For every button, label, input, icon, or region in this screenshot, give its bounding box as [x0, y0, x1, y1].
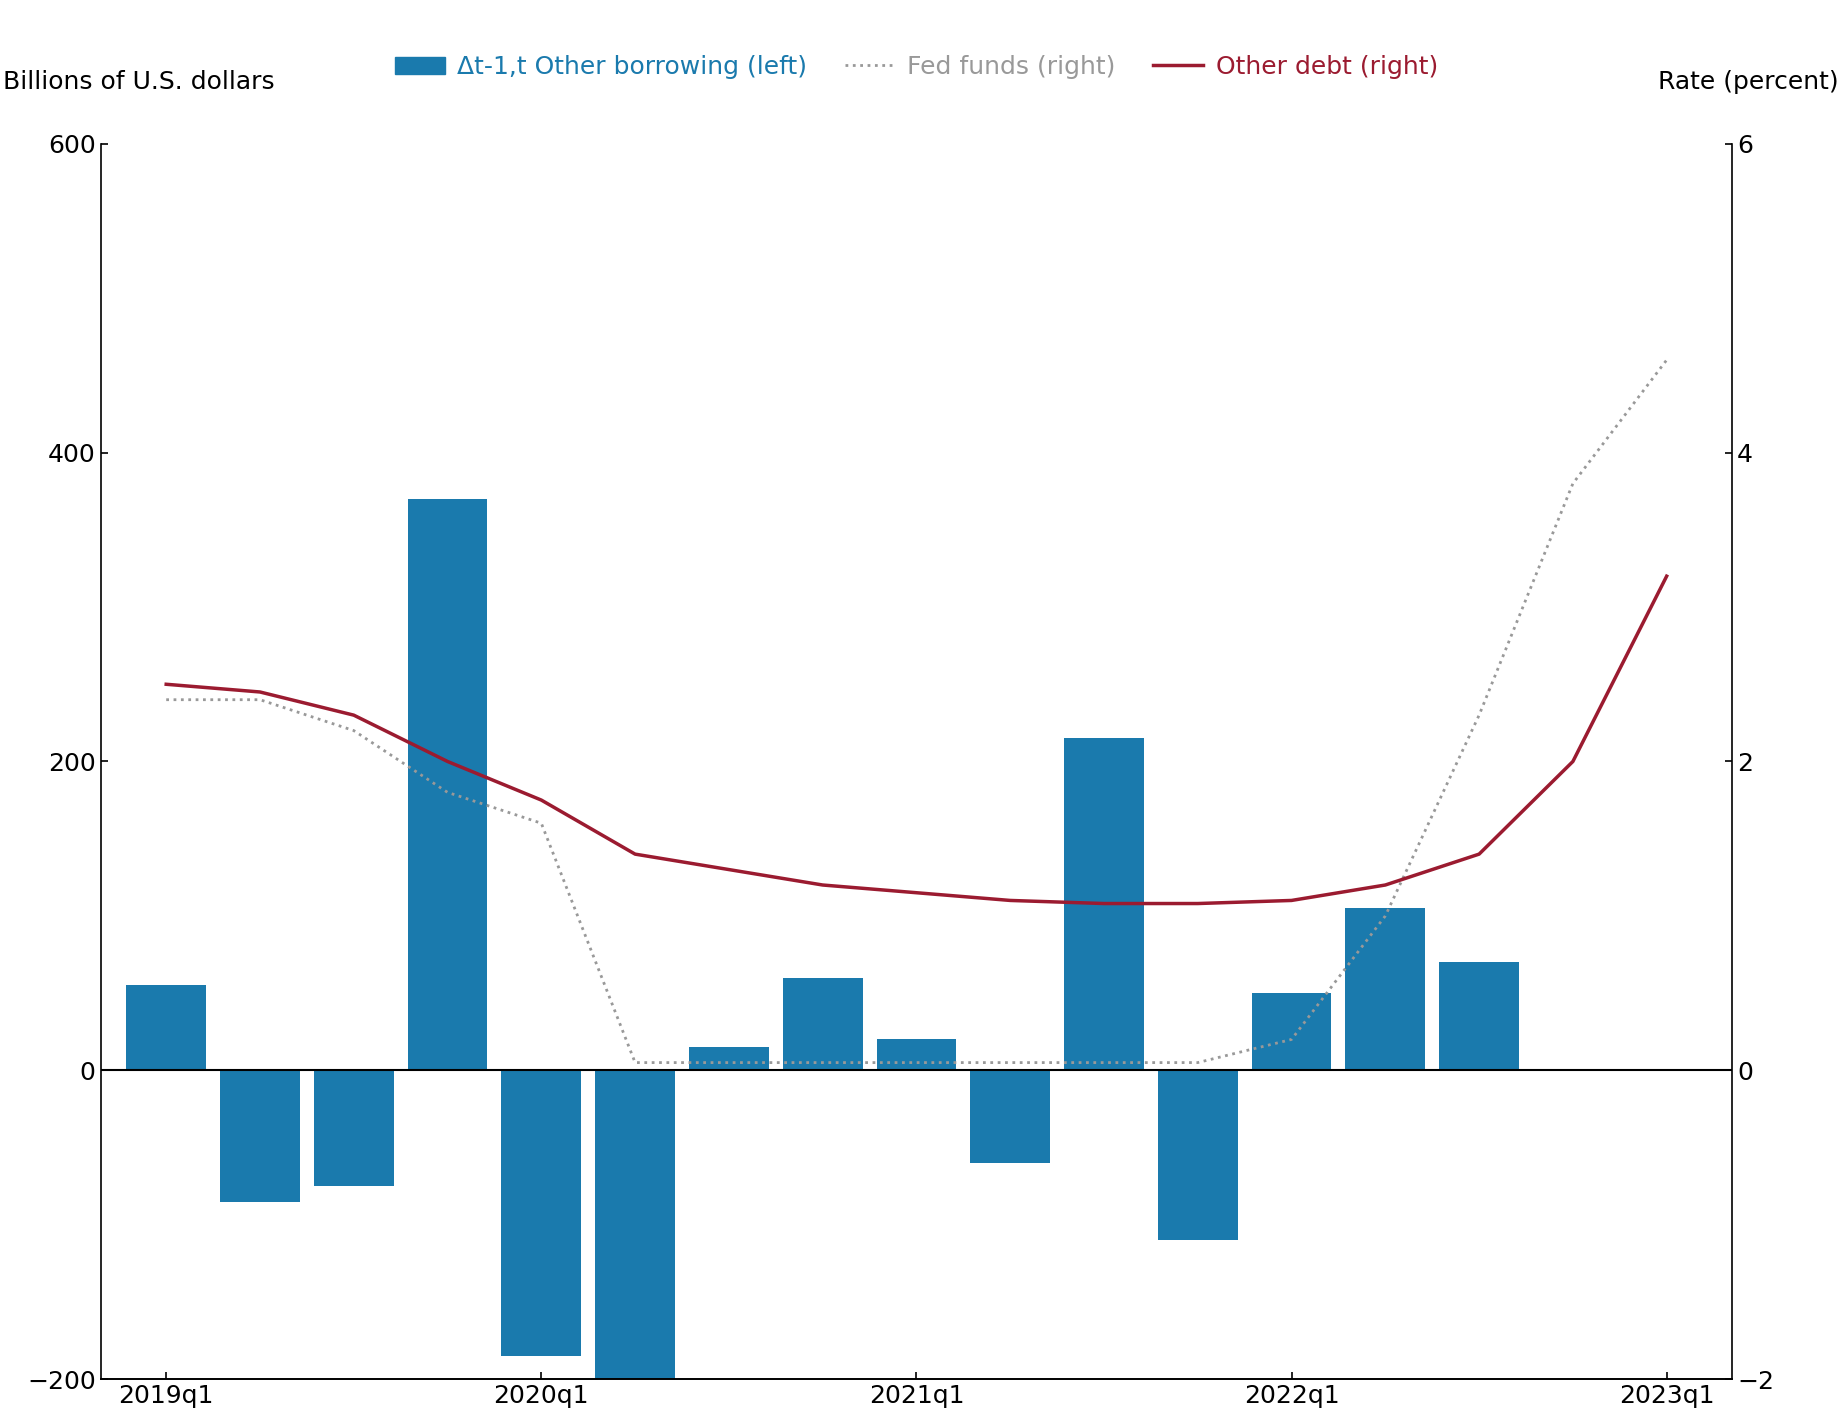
- Bar: [1344, 908, 1425, 1070]
- Bar: [1063, 739, 1144, 1070]
- Bar: [688, 1047, 769, 1070]
- Bar: [408, 499, 487, 1070]
- Legend: Δt-1,t Other borrowing (left), Fed funds (right), Other debt (right): Δt-1,t Other borrowing (left), Fed funds…: [384, 46, 1447, 90]
- Bar: [1251, 993, 1331, 1070]
- Text: Billions of U.S. dollars: Billions of U.S. dollars: [2, 70, 274, 94]
- Bar: [221, 1070, 300, 1201]
- Bar: [969, 1070, 1050, 1163]
- Bar: [782, 978, 862, 1070]
- Bar: [314, 1070, 394, 1187]
- Bar: [502, 1070, 581, 1356]
- Text: Rate (percent): Rate (percent): [1657, 70, 1837, 94]
- Bar: [875, 1039, 956, 1070]
- Bar: [127, 985, 206, 1070]
- Bar: [1157, 1070, 1238, 1241]
- Bar: [596, 1070, 675, 1402]
- Bar: [1438, 962, 1519, 1070]
